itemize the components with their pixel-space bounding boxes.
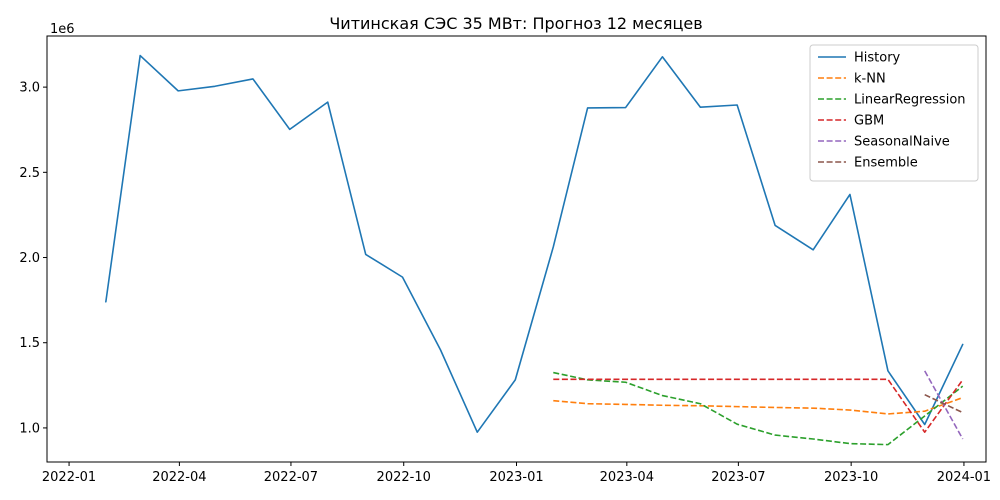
series-line-k-nn: [553, 396, 963, 415]
legend-label-k-nn: k-NN: [854, 72, 886, 87]
x-axis: 2022-01 2022-04 2022-07 2022-10 2023-01 2023-…: [42, 462, 991, 485]
series-line-linearregression: [553, 371, 964, 446]
series-line-history: [105, 54, 964, 433]
y-tick-label: 3.0: [19, 81, 40, 96]
y-offset-label: 1e6: [50, 22, 75, 37]
y-tick-label: 2.5: [19, 166, 40, 181]
x-tick-label: 2023-01: [489, 470, 543, 485]
x-tick-label: 2023-07: [711, 470, 765, 485]
legend-box: [809, 44, 979, 182]
x-tick-label: 2022-10: [377, 470, 431, 485]
y-axis: 1.0 1.5 2.0 2.5 3.0: [19, 81, 47, 436]
x-tick-label: 2022-04: [152, 470, 206, 485]
x-tick-label: 2024-01: [937, 470, 991, 485]
legend-label-gbm: GBM: [854, 114, 884, 129]
legend-label-seasonalnaive: SeasonalNaive: [854, 135, 950, 150]
chart-title: Читинская СЭС 35 МВт: Прогноз 12 месяцев: [329, 14, 702, 33]
legend-label-history: History: [854, 51, 901, 66]
x-tick-label: 2023-10: [824, 470, 878, 485]
series-line-seasonalnaive: [924, 370, 964, 440]
legend: History k-NN LinearRegression GBM SeasonalNa…: [809, 44, 979, 182]
y-tick-label: 1.5: [19, 336, 40, 351]
legend-label-linearregression: LinearRegression: [854, 93, 966, 108]
series-line-ensemble: [924, 393, 964, 414]
y-tick-label: 1.0: [19, 421, 40, 436]
x-tick-label: 2022-01: [42, 470, 96, 485]
legend-label-ensemble: Ensemble: [854, 156, 918, 171]
x-tick-label: 2022-07: [264, 470, 318, 485]
series-line-gbm: [553, 378, 964, 433]
series-layer: [105, 54, 964, 446]
x-tick-label: 2023-04: [600, 470, 654, 485]
y-tick-label: 2.0: [19, 251, 40, 266]
